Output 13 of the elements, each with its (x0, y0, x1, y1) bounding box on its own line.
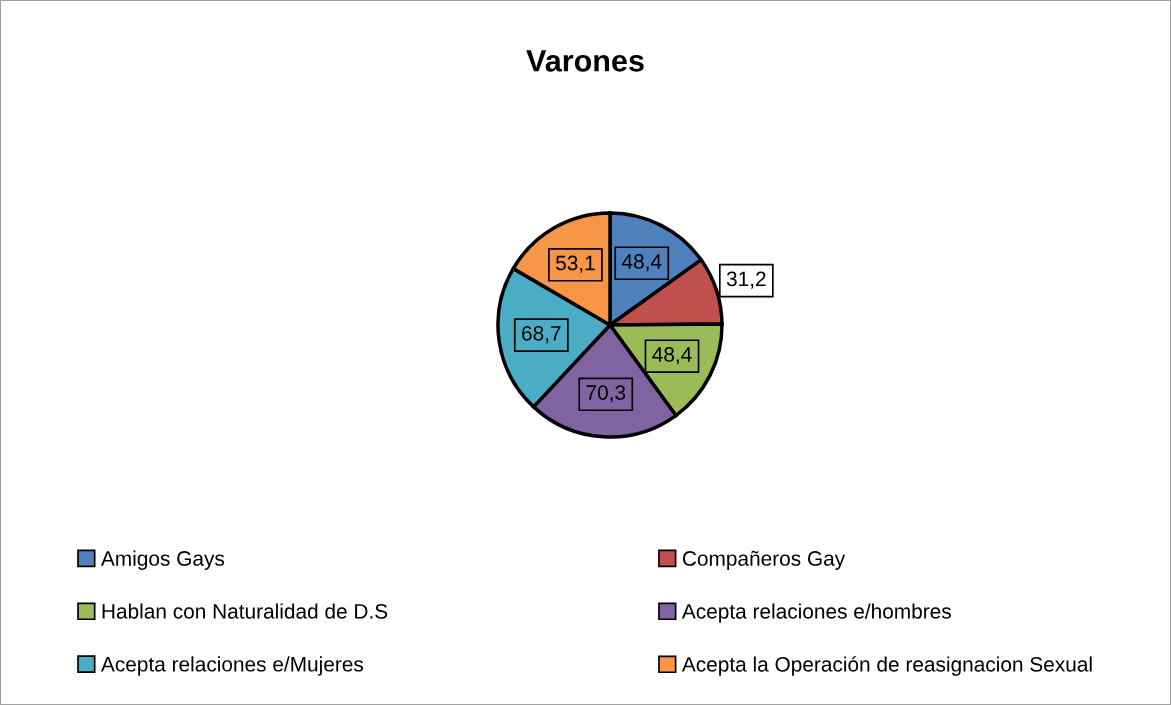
chart-title: Varones (526, 50, 644, 72)
data-label: 70,3 (586, 385, 626, 403)
legend-label: Acepta relaciones e/hombres (681, 603, 951, 623)
data-label: 31,2 (726, 271, 766, 289)
data-label: 53,1 (555, 255, 595, 273)
legend-label: Compañeros Gay (682, 550, 846, 570)
legend-label: Acepta la Operación de reasignacion Sexual (681, 656, 1092, 676)
legend-label: Hablan con Naturalidad de D.S (102, 603, 388, 619)
data-label: 48,4 (621, 254, 662, 272)
data-label: 68,7 (522, 325, 561, 344)
legend-label: Amigos Gays (100, 550, 225, 570)
data-label: 48,4 (652, 347, 692, 365)
legend-label: Acepta relaciones e/Mujeres (100, 656, 364, 676)
